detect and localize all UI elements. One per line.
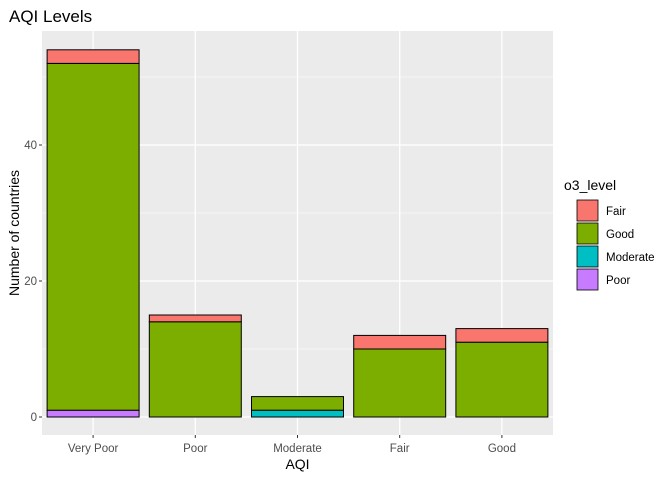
y-axis-title: Number of countries (6, 170, 22, 296)
legend-label: Fair (606, 206, 626, 218)
legend-key (576, 268, 599, 291)
bar-segment (251, 396, 344, 411)
x-tick-label: Good (488, 443, 516, 455)
bar-segment (455, 328, 549, 343)
axes: 0 20 40 Very Poor Poor Moderate Fair Good (24, 140, 516, 455)
bar-segment (46, 62, 140, 411)
legend-label: Poor (606, 275, 630, 287)
legend-label: Good (606, 229, 634, 241)
y-tick-label: 0 (31, 412, 37, 424)
y-tick-label: 20 (24, 276, 37, 288)
bar-segment (148, 321, 242, 418)
chart-title: AQI Levels (9, 7, 92, 26)
legend: o3_level Fair Good Moderate Poor (564, 177, 655, 291)
bar-segment (46, 49, 140, 64)
bar-segment (353, 334, 447, 350)
bar-segment (455, 341, 549, 418)
legend-title: o3_level (564, 177, 616, 193)
legend-key (576, 245, 599, 268)
bar-segment (353, 348, 447, 418)
bar-segment (46, 409, 140, 418)
legend-label: Moderate (606, 252, 655, 264)
x-axis-title: AQI (285, 456, 309, 472)
legend-key (576, 222, 599, 245)
y-tick-label: 40 (24, 140, 37, 152)
x-tick-label: Moderate (273, 443, 322, 455)
x-tick-label: Poor (183, 443, 207, 455)
x-tick-label: Fair (390, 443, 410, 455)
bars (46, 49, 549, 418)
bar-segment (148, 314, 242, 323)
bar-segment (251, 409, 344, 418)
x-tick-label: Very Poor (68, 443, 119, 455)
legend-key (576, 199, 599, 222)
